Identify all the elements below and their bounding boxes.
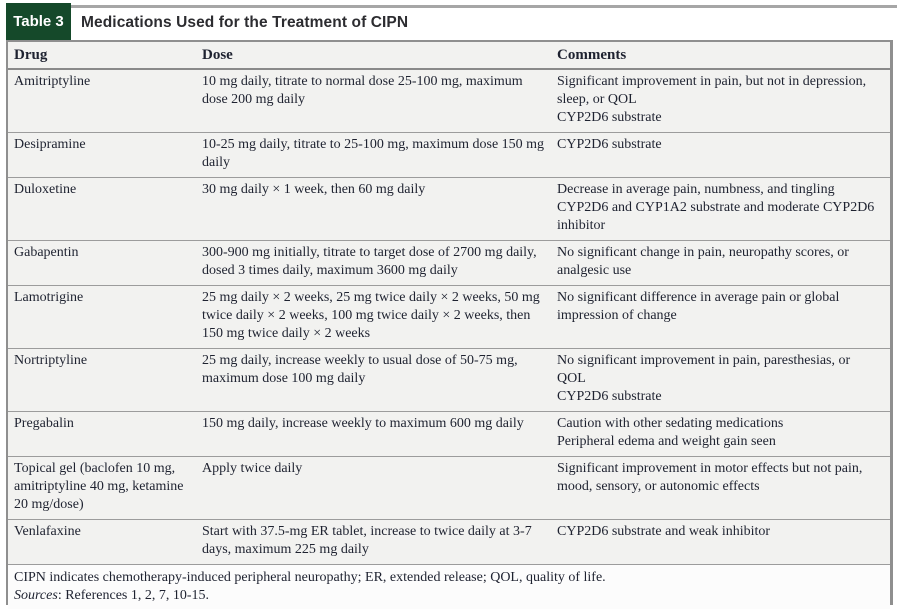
comments-cell: Decrease in average pain, numbness, and … bbox=[557, 177, 890, 241]
drug-cell: Gabapentin bbox=[8, 240, 202, 286]
top-rule-divider bbox=[7, 5, 897, 8]
comments-cell: No significant change in pain, neuropath… bbox=[557, 240, 890, 286]
sources-label: Sources bbox=[14, 588, 58, 603]
table-footnote: CIPN indicates chemotherapy-induced peri… bbox=[8, 564, 890, 609]
column-header-comments: Comments bbox=[557, 42, 890, 70]
drug-cell: Venlafaxine bbox=[8, 519, 202, 564]
dose-cell: 150 mg daily, increase weekly to maximum… bbox=[202, 411, 557, 457]
table-row: Topical gel (baclofen 10 mg, amitriptyli… bbox=[8, 456, 890, 520]
table-number-label: Table 3 bbox=[13, 13, 64, 30]
column-header-drug: Drug bbox=[8, 42, 202, 70]
medications-table: Drug Dose Comments Amitriptyline 10 mg d… bbox=[8, 42, 890, 564]
header-row: Drug Dose Comments bbox=[8, 42, 890, 70]
comment-line: Caution with other sedating medications bbox=[557, 416, 784, 431]
table-row: Venlafaxine Start with 37.5-mg ER tablet… bbox=[8, 519, 890, 564]
drug-cell: Pregabalin bbox=[8, 411, 202, 457]
dose-cell: Apply twice daily bbox=[202, 456, 557, 520]
dose-cell: 10 mg daily, titrate to normal dose 25-1… bbox=[202, 74, 523, 107]
dose-cell: 25 mg daily × 2 weeks, 25 mg twice daily… bbox=[202, 285, 557, 349]
comments-cell: CYP2D6 substrate bbox=[557, 132, 890, 178]
drug-cell: Duloxetine bbox=[8, 177, 202, 241]
drug-cell: Topical gel (baclofen 10 mg, amitriptyli… bbox=[8, 456, 202, 520]
comment-line: No significant improvement in pain, pare… bbox=[557, 353, 851, 386]
dose-cell: 300-900 mg initially, titrate to target … bbox=[202, 240, 557, 286]
comment-line: Peripheral edema and weight gain seen bbox=[557, 434, 776, 449]
drug-cell: Amitriptyline bbox=[14, 74, 91, 89]
table-row: Amitriptyline 10 mg daily, titrate to no… bbox=[8, 69, 890, 133]
comment-line: Decrease in average pain, numbness, and … bbox=[557, 182, 835, 197]
table-row: Desipramine 10-25 mg daily, titrate to 2… bbox=[8, 132, 890, 178]
comment-line: CYP2D6 substrate and weak inhibitor bbox=[557, 524, 771, 539]
table-title: Medications Used for the Treatment of CI… bbox=[81, 14, 409, 31]
table-number-tab: Table 3 bbox=[6, 3, 71, 40]
table-row: Lamotrigine 25 mg daily × 2 weeks, 25 mg… bbox=[8, 285, 890, 349]
comment-line: CYP2D6 and CYP1A2 substrate and moderate… bbox=[557, 200, 875, 233]
comment-line: Significant improvement in pain, but not… bbox=[557, 74, 867, 107]
drug-cell: Desipramine bbox=[8, 132, 202, 178]
comments-cell: Significant improvement in pain, but not… bbox=[557, 69, 890, 133]
comment-line: No significant change in pain, neuropath… bbox=[557, 245, 849, 278]
comments-cell: Significant improvement in motor effects… bbox=[557, 456, 890, 520]
table-row: Duloxetine 30 mg daily × 1 week, then 60… bbox=[8, 177, 890, 241]
dose-cell: 10-25 mg daily, titrate to 25-100 mg, ma… bbox=[202, 132, 557, 178]
comment-line: CYP2D6 substrate bbox=[557, 110, 662, 125]
sources-text: : References 1, 2, 7, 10-15. bbox=[57, 588, 210, 603]
comment-line: No significant difference in average pai… bbox=[557, 290, 840, 323]
table-frame: Drug Dose Comments Amitriptyline 10 mg d… bbox=[6, 40, 893, 609]
column-header-dose: Dose bbox=[202, 42, 557, 70]
drug-cell: Lamotrigine bbox=[8, 285, 202, 349]
table-row: Pregabalin 150 mg daily, increase weekly… bbox=[8, 411, 890, 457]
comments-cell: CYP2D6 substrate and weak inhibitor bbox=[557, 519, 890, 564]
dose-cell: Start with 37.5-mg ER tablet, increase t… bbox=[202, 519, 557, 564]
comments-cell: No significant improvement in pain, pare… bbox=[557, 348, 890, 412]
comment-line: CYP2D6 substrate bbox=[557, 389, 662, 404]
abbreviations-line: CIPN indicates chemotherapy-induced peri… bbox=[14, 570, 606, 585]
comment-line: CYP2D6 substrate bbox=[557, 137, 662, 152]
sources-line: Sources: References 1, 2, 7, 10-15. bbox=[14, 587, 882, 605]
comments-cell: Caution with other sedating medications … bbox=[557, 411, 890, 457]
dose-cell: 25 mg daily, increase weekly to usual do… bbox=[202, 348, 557, 412]
table-row: Gabapentin 300-900 mg initially, titrate… bbox=[8, 240, 890, 286]
drug-cell: Nortriptyline bbox=[8, 348, 202, 412]
comments-cell: No significant difference in average pai… bbox=[557, 285, 890, 349]
table-row: Nortriptyline 25 mg daily, increase week… bbox=[8, 348, 890, 412]
comment-line: Significant improvement in motor effects… bbox=[557, 461, 863, 494]
dose-cell: 30 mg daily × 1 week, then 60 mg daily bbox=[202, 177, 557, 241]
